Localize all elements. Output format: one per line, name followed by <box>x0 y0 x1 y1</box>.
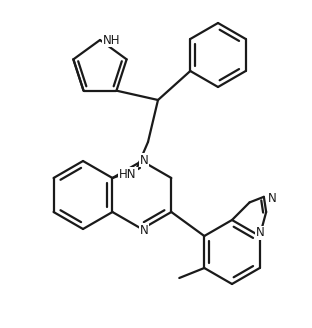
Text: N: N <box>267 192 276 205</box>
Text: N: N <box>256 227 265 239</box>
Text: HN: HN <box>119 168 137 180</box>
Text: N: N <box>139 154 148 167</box>
Text: N: N <box>139 223 148 236</box>
Text: NH: NH <box>103 33 121 47</box>
